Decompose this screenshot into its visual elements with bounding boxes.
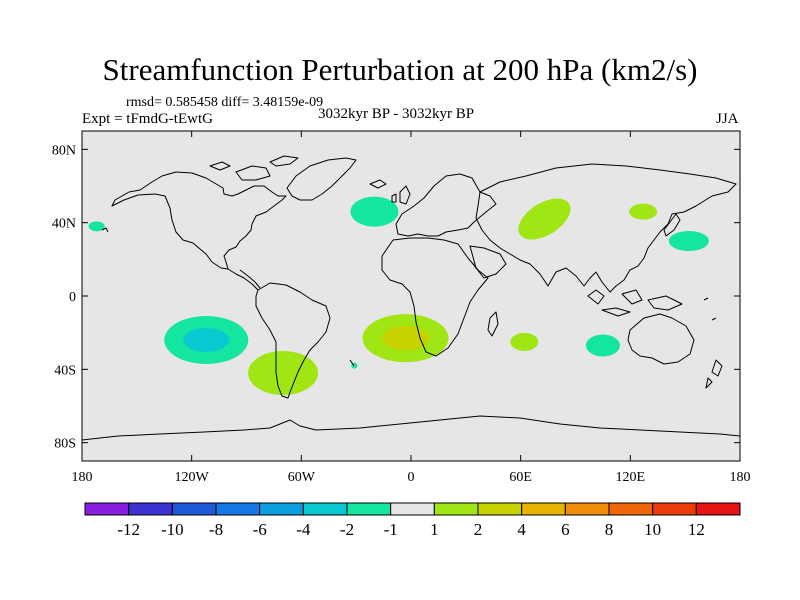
colorbar-label: -2: [340, 520, 354, 539]
colorbar-swatch: [128, 502, 173, 516]
colorbar-label: 4: [517, 520, 526, 539]
anomaly-blob: [88, 221, 105, 232]
colorbar-label: 12: [688, 520, 705, 539]
anomaly-blob: [585, 334, 620, 357]
coast-madagascar: [487, 311, 499, 337]
colorbar-swatch: [521, 502, 566, 516]
colorbar-label: 8: [605, 520, 614, 539]
colorbar-label: -12: [117, 520, 140, 539]
anomaly-layer: [88, 196, 709, 395]
anomaly-core: [183, 328, 230, 352]
colorbar-swatch: [346, 502, 392, 516]
colorbar-label: -10: [161, 520, 184, 539]
x-tick-label: 180: [730, 470, 751, 485]
colorbar-label: -8: [209, 520, 223, 539]
colorbar-swatch: [477, 502, 523, 516]
colorbar-swatch: [171, 502, 217, 516]
coast-arabia: [469, 245, 507, 279]
coast-new-zealand: [705, 359, 723, 389]
season-label: JJA: [716, 111, 739, 127]
colorbar-swatch: [302, 502, 348, 516]
x-tick-label: 0: [408, 470, 415, 485]
colorbar-swatch: [652, 502, 697, 516]
chart-title: Streamfunction Perturbation at 200 hPa (…: [102, 52, 698, 87]
colorbar-swatch: [564, 502, 610, 516]
anomaly-blob: [518, 198, 571, 240]
x-tick-label: 120W: [175, 470, 210, 485]
colorbar-label: -1: [384, 520, 398, 539]
axis-layer: 180 120W 60W 0 60E 120E 180 80N 40N 0 40S 80S: [52, 131, 751, 485]
anomaly-blob: [248, 351, 319, 395]
coast-antarctica: [82, 415, 740, 441]
coast-asia: [475, 163, 737, 293]
y-tick-label: 80N: [52, 143, 76, 158]
colorbar-label: 6: [561, 520, 570, 539]
colorbar-swatch: [608, 502, 654, 516]
coast-japan: [663, 213, 681, 237]
colorbar-swatch: [695, 502, 741, 516]
x-tick-label: 120E: [616, 470, 646, 485]
coast-arctic-islands: [209, 155, 299, 181]
coastline-layer: [82, 155, 740, 441]
period-label: 3032kyr BP - 3032kyr BP: [318, 106, 475, 122]
coast-north-america: [111, 171, 287, 270]
colorbar-label: 2: [474, 520, 483, 539]
coast-europe: [395, 173, 497, 237]
colorbar-swatch: [259, 502, 304, 516]
y-tick-label: 40S: [54, 363, 76, 378]
colorbar-label: 10: [644, 520, 661, 539]
anomaly-blob: [350, 196, 399, 227]
anomaly-blob: [510, 332, 539, 351]
coast-australia: [627, 313, 695, 365]
anomaly-blob: [668, 231, 709, 251]
x-tick-label: 180: [72, 470, 93, 485]
colorbar-swatch: [84, 502, 130, 516]
coast-british-isles: [369, 179, 411, 205]
colorbar-swatch: [433, 502, 479, 516]
experiment-label: Expt = tFmdG-tEwtG: [82, 111, 213, 127]
y-tick-label: 80S: [54, 437, 76, 452]
colorbar-swatch: [390, 502, 435, 516]
coast-africa: [381, 237, 489, 357]
colorbar-swatch: [215, 502, 261, 516]
x-tick-label: 60E: [509, 470, 532, 485]
x-tick-label: 60W: [288, 470, 316, 485]
coast-maritime-continent: [587, 289, 683, 317]
coast-south-america: [255, 282, 331, 399]
coast-greenland: [286, 157, 357, 201]
anomaly-blob: [629, 203, 658, 220]
anomaly-core: [381, 326, 430, 351]
y-tick-label: 0: [69, 290, 76, 305]
colorbar-label: -4: [296, 520, 311, 539]
coast-pacific-islands: [101, 227, 717, 367]
coast-central-america: [227, 268, 261, 291]
colorbar-label: -6: [253, 520, 267, 539]
y-tick-label: 40N: [52, 217, 76, 232]
colorbar-label: 1: [430, 520, 439, 539]
stats-line: rmsd= 0.585458 diff= 3.48159e-09: [126, 95, 324, 110]
colorbar: -12 -10 -8 -6 -4 -2 -1 1 2 4 6 8 10 12: [84, 502, 741, 539]
